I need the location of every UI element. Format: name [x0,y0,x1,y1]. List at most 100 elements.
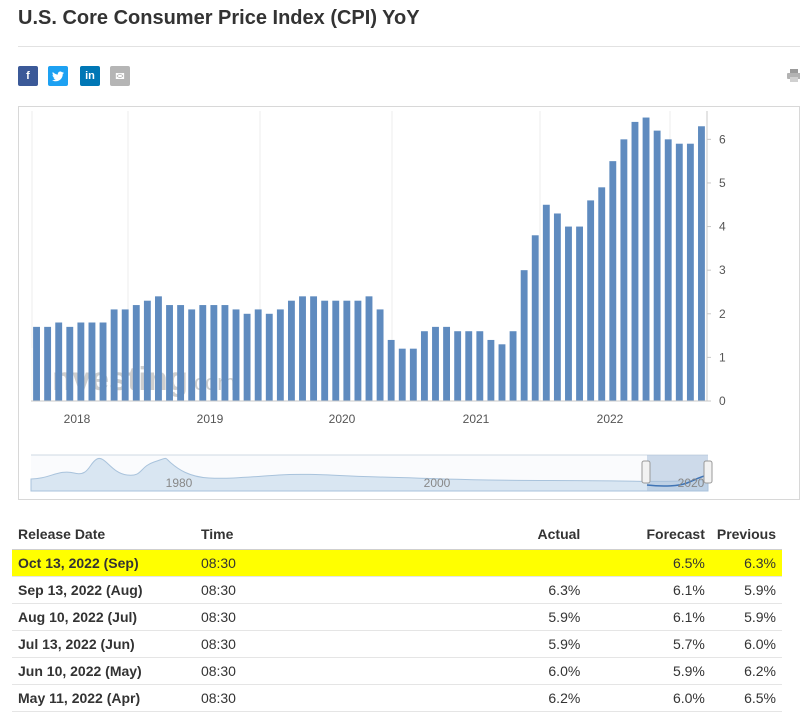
x-tick-label: 2018 [64,412,91,426]
chart-bar [221,305,229,401]
cell-actual: 6.3% [494,576,587,604]
chart-bar [254,309,262,401]
y-tick-label: 0 [719,394,726,408]
cell-time: 08:30 [194,603,495,631]
chart-bar [310,296,318,401]
cell-previous: 5.9% [710,576,782,604]
navigator-label: 2020 [678,476,705,490]
email-icon: ✉ [115,70,125,83]
chart-bar [177,305,185,401]
chart-bar [443,326,451,401]
cell-previous: 5.9% [710,603,782,631]
twitter-icon [52,71,64,81]
chart-bar [398,348,406,401]
x-tick-label: 2020 [329,412,356,426]
cell-forecast: 6.5% [586,549,711,577]
chart-bar [77,322,85,401]
chart-bar [33,326,40,401]
navigator-label: 2000 [424,476,451,490]
table-row: Aug 10, 2022 (Jul) 08:30 5.9% 6.1% 5.9% [12,603,782,631]
chart-bar [642,117,650,401]
chart-bar [44,326,52,401]
x-tick-label: 2022 [597,412,624,426]
navigator-right-handle[interactable] [703,460,713,484]
print-icon[interactable] [787,69,800,82]
chart-bar [465,331,473,401]
chart-bar [210,305,218,401]
chart-container: Investing.com012345620182019202020212022… [18,106,800,500]
chart-bar [587,200,595,401]
chart-bar [609,161,617,401]
chart-bar [343,300,351,401]
chart-bar [387,339,395,401]
chart-bar [420,331,428,401]
chart-bar [576,226,583,401]
table-row: Jun 10, 2022 (May) 08:30 6.0% 5.9% 6.2% [12,657,782,685]
navigator-left-handle[interactable] [641,460,651,484]
chart-bar [99,322,107,401]
cell-time: 08:30 [194,684,495,712]
chart-bar [565,226,572,401]
cell-previous: 6.0% [710,630,782,658]
chart-bar [287,300,295,401]
cell-release-date: Aug 10, 2022 (Jul) [12,603,195,631]
cell-previous: 6.2% [710,657,782,685]
chart-bar [276,309,284,401]
chart-bar [598,187,606,401]
chart-bar [110,309,118,401]
cell-time: 08:30 [194,576,495,604]
chart-bar [188,309,196,401]
chart-bar [698,126,705,401]
y-tick-label: 3 [719,263,726,277]
table-header-row: Release Date Time Actual Forecast Previo… [12,519,782,550]
chart-bar [166,305,173,401]
chart-bar [454,331,462,401]
cell-release-date: Jun 10, 2022 (May) [12,657,195,685]
cell-forecast: 5.9% [586,657,711,685]
y-tick-label: 1 [719,350,726,364]
email-share-button[interactable]: ✉ [110,66,130,86]
chart-bar [531,235,539,401]
cell-actual: 6.0% [494,657,587,685]
cell-release-date: Oct 13, 2022 (Sep) [12,549,195,577]
chart-bar [332,300,340,401]
chart-bar [686,143,694,401]
chart-bar [498,344,506,401]
facebook-share-button[interactable]: f [18,66,38,86]
cell-previous: 6.3% [710,549,782,577]
twitter-share-button[interactable] [48,66,68,86]
chart-bar [409,348,417,401]
navigator-selected-line [646,474,709,487]
y-tick-label: 6 [719,132,726,146]
bar-chart: Investing.com012345620182019202020212022… [30,111,726,492]
cell-release-date: May 11, 2022 (Apr) [12,684,195,712]
chart-bar [520,270,528,401]
y-tick-label: 5 [719,176,726,190]
chart-bar [354,300,362,401]
chart-bar [664,139,672,401]
chart-bar [243,313,251,401]
linkedin-icon: in [85,70,95,82]
cell-time: 08:30 [194,657,495,685]
chart-bar [232,309,240,401]
chart-bar [376,309,384,401]
chart-bar [55,322,63,401]
table-row: Sep 13, 2022 (Aug) 08:30 6.3% 6.1% 5.9% [12,576,782,604]
chart-bar [121,309,129,401]
chart-bar [553,213,561,401]
chart-bar [631,121,639,401]
chart-bar [432,326,439,401]
cell-actual: 6.2% [494,684,587,712]
chart-bar [321,300,329,401]
facebook-icon: f [26,70,30,82]
cell-forecast: 6.0% [586,684,711,712]
linkedin-share-button[interactable]: in [80,66,100,86]
chart-bar [88,322,96,401]
header-time: Time [194,519,495,550]
chart-bar [199,305,207,401]
cell-forecast: 6.1% [586,576,711,604]
title-divider [18,46,800,47]
header-previous: Previous [710,519,782,550]
header-actual: Actual [494,519,587,550]
chart-bar [365,296,373,401]
